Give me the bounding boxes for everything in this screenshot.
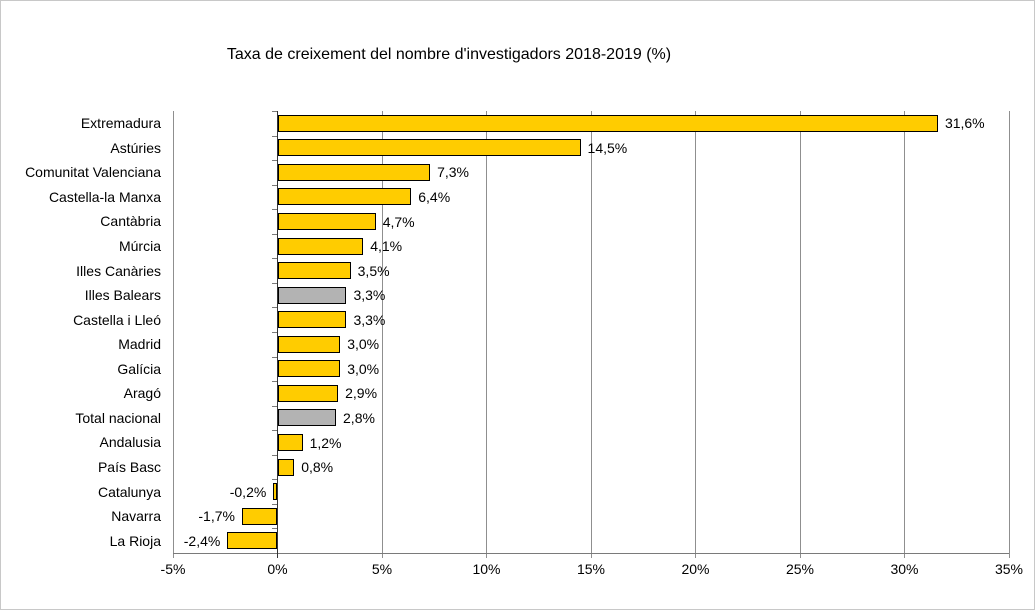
category-tick xyxy=(272,160,277,162)
bar-value-label: 2,8% xyxy=(343,409,375,426)
gridline xyxy=(799,111,801,558)
category-tick xyxy=(272,479,277,481)
category-tick xyxy=(272,332,277,333)
category-label: Extremadura xyxy=(80,115,161,132)
category-label: Galícia xyxy=(117,360,161,377)
category-label: Madrid xyxy=(118,336,161,353)
bar-value-label: 31,6% xyxy=(944,115,985,132)
bar xyxy=(277,237,364,255)
gridline xyxy=(381,111,383,558)
category-tick xyxy=(272,356,277,358)
bar-value-label: -0,2% xyxy=(229,483,267,500)
x-tick-label: -5% xyxy=(160,561,186,577)
bar-value-label: 3,0% xyxy=(347,336,380,353)
category-label: Aragó xyxy=(123,385,161,402)
bar xyxy=(277,384,339,402)
bar xyxy=(273,483,278,501)
category-label: Illes Canàries xyxy=(76,262,161,279)
category-label: Castella-la Manxa xyxy=(48,188,161,205)
category-label: Comunitat Valenciana xyxy=(25,164,161,181)
category-tick xyxy=(272,454,277,456)
gridline xyxy=(1008,111,1010,558)
bar-value-label: 14,5% xyxy=(587,139,628,156)
bar-value-label: -1,7% xyxy=(198,508,235,525)
category-tick xyxy=(272,111,277,112)
bar-value-label: 7,3% xyxy=(437,164,469,181)
bar xyxy=(277,434,303,451)
category-label: Astúries xyxy=(110,139,161,156)
bar-value-label: 3,5% xyxy=(357,262,390,279)
x-tick-label: 35% xyxy=(994,561,1024,577)
bar xyxy=(227,532,278,550)
bar xyxy=(277,311,347,329)
x-axis-line xyxy=(173,553,1009,554)
category-tick xyxy=(272,209,277,211)
category-tick xyxy=(272,135,277,137)
category-axis-labels: Extremadura Astúries Comunitat Valenciana C… xyxy=(1,111,161,553)
category-label: Andalusia xyxy=(99,434,162,451)
category-tick xyxy=(272,405,277,407)
bar xyxy=(277,114,938,132)
category-tick xyxy=(272,307,277,309)
bar xyxy=(277,163,431,181)
gridline xyxy=(486,111,487,558)
category-label: Cantàbria xyxy=(100,213,161,230)
bar xyxy=(241,507,278,525)
category-tick xyxy=(272,233,277,235)
category-label: Múrcia xyxy=(118,238,161,255)
bar-value-label: 6,4% xyxy=(418,188,451,205)
bar-value-label: 4,7% xyxy=(382,213,415,230)
category-label: Navarra xyxy=(111,508,161,525)
x-tick-label: 25% xyxy=(785,561,815,577)
x-tick-label: 30% xyxy=(890,561,919,577)
bar xyxy=(277,409,337,427)
category-label: País Basc xyxy=(97,459,161,476)
bar-value-label: 3,3% xyxy=(353,311,386,328)
chart-title: Taxa de creixement del nombre d'investig… xyxy=(226,46,672,63)
bar xyxy=(277,262,351,280)
bar xyxy=(277,213,376,230)
category-label: Illes Balears xyxy=(84,287,161,304)
bar-value-label: 4,1% xyxy=(370,238,403,255)
gridline xyxy=(904,111,905,558)
bar xyxy=(277,360,341,378)
category-tick xyxy=(272,381,277,383)
bar-value-label: 1,2% xyxy=(309,434,342,451)
zero-axis-line xyxy=(277,111,278,558)
category-tick xyxy=(272,430,277,432)
bar xyxy=(277,286,347,304)
gridline xyxy=(695,111,696,558)
category-tick xyxy=(272,258,277,260)
bar-value-label: 3,0% xyxy=(347,360,380,377)
category-label: Total nacional xyxy=(75,409,161,426)
x-tick-label: 10% xyxy=(472,561,501,577)
category-label: Castella i Lleó xyxy=(73,311,161,328)
plot-area: 31,6% 14,5% 7,3% 6,4% 4,7% 4,1% 3,5% 3,3% 3,3% 3,… xyxy=(172,111,1010,558)
bar xyxy=(277,458,295,476)
x-tick-label: 5% xyxy=(371,561,393,577)
category-label: La Rioja xyxy=(109,532,161,549)
bar-value-label: -2,4% xyxy=(183,532,221,549)
bar-value-label: 2,9% xyxy=(345,385,378,402)
category-tick xyxy=(272,282,277,284)
bar xyxy=(277,335,341,353)
category-tick xyxy=(272,553,277,554)
category-tick xyxy=(272,528,277,530)
bar xyxy=(277,188,412,206)
category-tick xyxy=(272,184,277,186)
category-tick xyxy=(272,503,277,505)
bar-value-label: 0,8% xyxy=(301,459,334,476)
x-tick-label: 20% xyxy=(681,561,710,577)
x-tick-label: 0% xyxy=(267,561,288,577)
gridline xyxy=(590,111,592,558)
bar-value-label: 3,3% xyxy=(353,287,386,304)
x-tick-label: 15% xyxy=(576,561,606,577)
gridline xyxy=(172,111,174,558)
bar xyxy=(277,139,581,157)
category-label: Catalunya xyxy=(97,483,161,500)
